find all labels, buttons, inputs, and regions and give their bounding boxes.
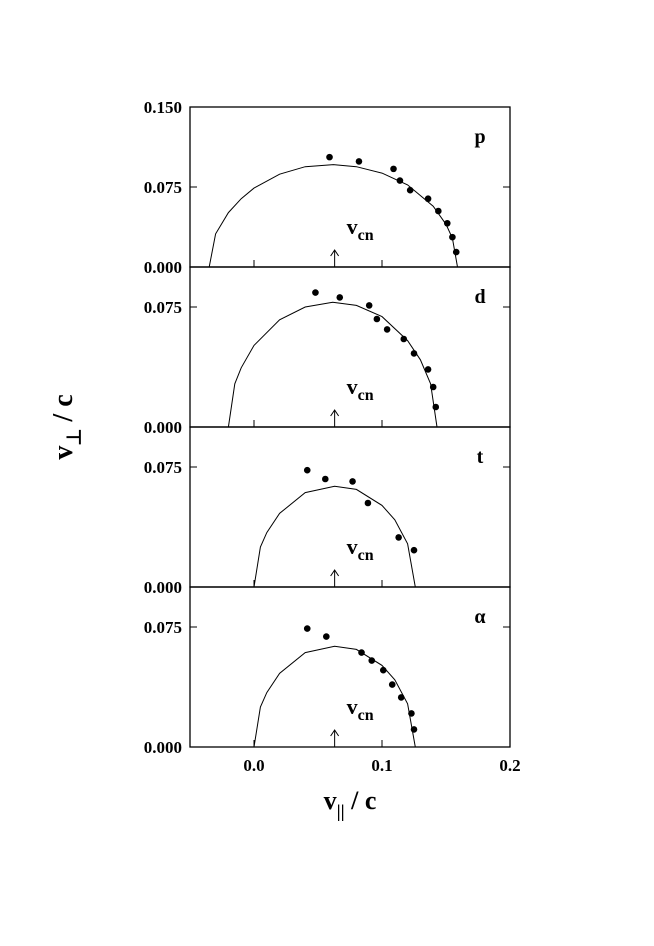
data-point	[321, 475, 329, 483]
axis-label: v⊥ / c	[48, 394, 85, 459]
vcn-label: vcn	[347, 374, 374, 404]
data-point	[303, 466, 311, 474]
panel-frame	[189, 586, 511, 748]
panel-label: p	[474, 126, 485, 148]
y-tick-label: 0.075	[144, 178, 182, 197]
axis-label-sub: ⊥	[64, 429, 85, 446]
y-tick-label: 0.075	[144, 298, 182, 317]
data-point	[449, 233, 456, 241]
data-point	[365, 302, 373, 309]
vcn-arrow-head	[330, 729, 340, 737]
y-tick-label: 0.000	[144, 578, 182, 597]
y-tick-label: 0.000	[144, 418, 182, 437]
data-point	[379, 666, 387, 674]
data-point	[395, 534, 402, 541]
data-point	[373, 315, 381, 323]
panel-label: α	[474, 606, 485, 628]
data-point	[312, 289, 319, 296]
data-point	[358, 649, 365, 656]
panel-label: d	[474, 286, 485, 308]
axis-label-base: v	[48, 446, 79, 460]
data-point	[432, 403, 440, 411]
vcn-label: vcn	[347, 694, 374, 724]
data-point	[452, 248, 460, 256]
vcn-arrow-head	[330, 569, 340, 577]
axis-label-base: v	[324, 786, 337, 815]
panel-frame	[189, 426, 511, 588]
x-tick-label: 0.0	[243, 756, 264, 775]
data-point	[424, 366, 432, 373]
data-point	[443, 219, 451, 227]
vcn-sub: cn	[358, 547, 374, 564]
data-point	[400, 335, 408, 343]
data-point	[364, 499, 372, 507]
data-point	[410, 350, 418, 357]
data-point	[424, 195, 432, 203]
data-point	[388, 681, 396, 688]
data-point	[355, 158, 363, 165]
data-point	[410, 726, 418, 733]
data-point	[326, 153, 333, 161]
data-point	[397, 694, 405, 701]
vcn-arrow-head	[330, 409, 340, 417]
x-tick-label: 0.2	[499, 756, 520, 775]
data-point	[303, 625, 311, 632]
panel-frame	[189, 266, 511, 428]
data-point	[323, 633, 330, 640]
axis-label-sub: ||	[337, 801, 345, 821]
y-tick-label: 0.075	[144, 458, 182, 477]
y-tick-label: 0.000	[144, 738, 182, 757]
axis-label: v|| / c	[324, 786, 377, 821]
data-point	[435, 207, 442, 215]
data-point	[368, 657, 376, 664]
vcn-base: v	[347, 694, 358, 719]
data-point	[390, 165, 397, 173]
vcn-base: v	[347, 374, 358, 399]
vcn-sub: cn	[358, 227, 374, 244]
vcn-label: vcn	[347, 534, 374, 564]
data-point	[396, 177, 404, 184]
y-tick-label: 0.075	[144, 618, 182, 637]
axis-label-rest: / c	[48, 394, 79, 428]
data-point	[349, 478, 356, 485]
y-tick-label: 0.000	[144, 258, 182, 277]
vcn-base: v	[347, 534, 358, 559]
vcn-sub: cn	[358, 707, 374, 724]
y-tick-label: 0.150	[144, 98, 182, 117]
panel-frame	[189, 106, 511, 268]
vcn-sub: cn	[358, 387, 374, 404]
data-point	[429, 383, 437, 391]
data-point	[383, 326, 391, 333]
vcn-label: vcn	[347, 214, 374, 244]
vcn-base: v	[347, 214, 358, 239]
axis-label-rest: / c	[345, 786, 377, 815]
data-point	[408, 710, 415, 717]
fit-curve	[253, 645, 416, 748]
fit-curve	[227, 301, 438, 428]
fit-curve	[253, 485, 416, 588]
fit-curve	[208, 164, 458, 268]
vcn-arrow-head	[330, 249, 340, 257]
panel-label: t	[477, 446, 484, 468]
data-point	[410, 546, 418, 554]
x-tick-label: 0.1	[371, 756, 392, 775]
data-point	[336, 294, 344, 301]
data-point	[406, 186, 414, 194]
